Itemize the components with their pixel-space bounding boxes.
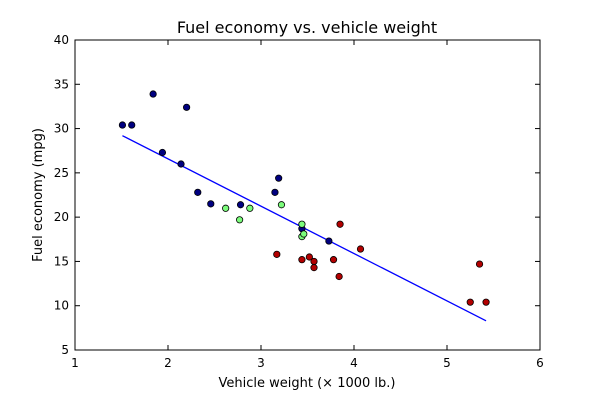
data-point-navy bbox=[149, 90, 157, 98]
x-tick-label: 5 bbox=[443, 356, 451, 370]
tick-group: 1 2 3 4 5 6 5 10 15 20 25 30 35 40 bbox=[54, 33, 544, 370]
y-tick-label: 25 bbox=[54, 166, 69, 180]
chart-title: Fuel economy vs. vehicle weight bbox=[177, 18, 437, 37]
data-point-green bbox=[300, 230, 308, 238]
data-point-red bbox=[310, 257, 318, 266]
data-point-navy bbox=[236, 201, 245, 209]
data-point-navy bbox=[118, 121, 127, 129]
data-point-navy bbox=[158, 148, 167, 157]
y-tick-label: 20 bbox=[54, 210, 69, 224]
data-point-red bbox=[475, 260, 484, 268]
data-point-red bbox=[305, 253, 313, 261]
data-point-green bbox=[277, 201, 286, 209]
x-tick-label: 6 bbox=[536, 356, 544, 370]
data-point-navy bbox=[194, 188, 202, 196]
data-point-red bbox=[336, 220, 344, 228]
data-point-green bbox=[246, 204, 254, 212]
data-point-navy bbox=[271, 188, 279, 196]
x-tick-label: 1 bbox=[71, 356, 79, 370]
x-tick-label: 4 bbox=[350, 356, 358, 370]
data-point-red bbox=[310, 264, 318, 272]
x-axis-label: Vehicle weight (× 1000 lb.) bbox=[219, 376, 396, 391]
plot-frame bbox=[74, 39, 541, 351]
y-tick-label: 30 bbox=[54, 122, 69, 136]
data-point-red bbox=[466, 298, 474, 306]
data-point-red bbox=[356, 245, 365, 253]
y-tick-label: 40 bbox=[54, 33, 69, 47]
data-point-red bbox=[329, 256, 338, 264]
data-point-navy bbox=[275, 174, 283, 182]
data-point-green bbox=[298, 220, 306, 228]
data-point-green bbox=[236, 216, 244, 224]
data-point-red bbox=[273, 250, 281, 258]
data-point-navy bbox=[325, 237, 333, 245]
data-point-green bbox=[222, 204, 230, 212]
data-point-navy bbox=[183, 103, 191, 111]
y-tick-label: 5 bbox=[61, 343, 69, 357]
data-marks bbox=[118, 90, 490, 322]
x-tick-label: 2 bbox=[164, 356, 172, 370]
data-point-red bbox=[482, 298, 490, 306]
data-point-red bbox=[298, 256, 306, 264]
y-tick-label: 35 bbox=[54, 77, 69, 91]
data-point-navy bbox=[177, 160, 185, 168]
y-tick-label: 15 bbox=[54, 254, 69, 268]
data-point-navy bbox=[128, 121, 136, 129]
y-tick-label: 10 bbox=[54, 299, 69, 313]
data-point-navy bbox=[207, 200, 215, 208]
x-tick-label: 3 bbox=[257, 356, 265, 370]
y-axis-label: Fuel economy (mpg) bbox=[31, 128, 46, 262]
data-point-red bbox=[335, 272, 343, 281]
